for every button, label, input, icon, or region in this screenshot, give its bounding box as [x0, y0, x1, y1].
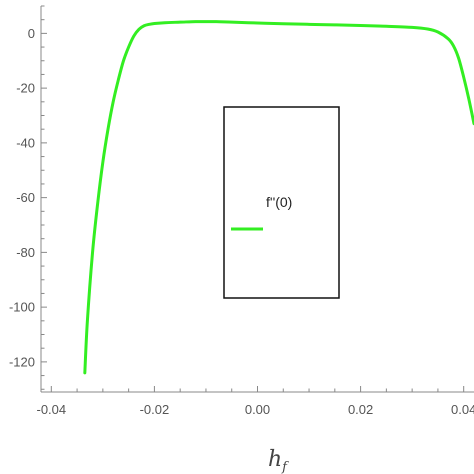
legend-label: f''(0)	[266, 194, 292, 210]
x-tick-label: -0.04	[36, 402, 66, 417]
y-tick-label: -40	[16, 135, 35, 150]
y-tick-label: -100	[9, 300, 35, 315]
legend: f''(0)	[223, 106, 340, 299]
y-tick-label: -20	[16, 81, 35, 96]
series-line	[83, 20, 474, 375]
x-axis-ticks: -0.04 -0.02 0.00 0.02 0.04	[36, 386, 474, 417]
x-axis-title-main: h	[268, 447, 282, 472]
y-tick-label: 0	[28, 26, 35, 41]
x-axis-title: hf	[268, 447, 289, 474]
x-tick-label: 0.00	[245, 402, 270, 417]
x-tick-label: 0.04	[451, 402, 474, 417]
y-tick-label: -80	[16, 245, 35, 260]
y-axis-ticks: 0 -20 -40 -60 -80 -100 -120	[9, 5, 47, 390]
y-tick-label: -120	[9, 354, 35, 369]
x-tick-label: -0.02	[140, 402, 170, 417]
series-layer	[83, 20, 474, 375]
legend-box	[223, 106, 340, 299]
x-axis-title-subscript: f	[281, 460, 289, 474]
y-tick-label: -60	[16, 190, 35, 205]
x-tick-label: 0.02	[348, 402, 373, 417]
